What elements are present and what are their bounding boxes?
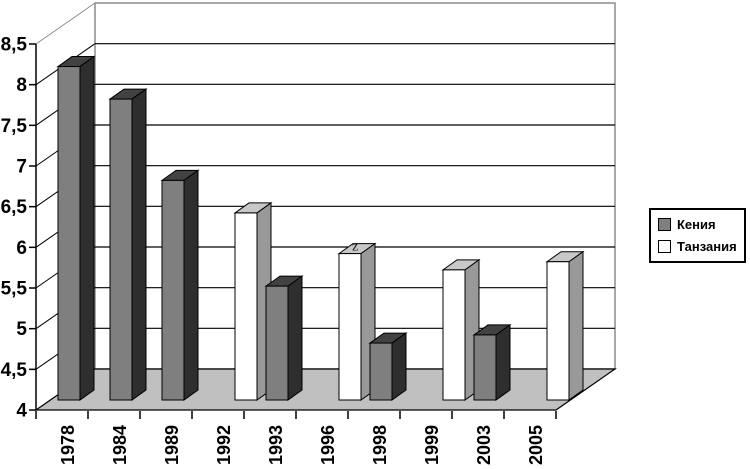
- y-tick-label: 5: [16, 319, 27, 340]
- y-tick-label: 4,5: [1, 360, 28, 381]
- bar-side-kenya-1989: [183, 169, 199, 401]
- x-tick-label: 1978: [58, 425, 78, 465]
- y-tick-label: 7,5: [1, 116, 28, 137]
- y-tick-label: 8: [16, 75, 27, 96]
- legend: Кения Танзания: [649, 208, 746, 263]
- legend-item-kenya: Кения: [658, 217, 744, 232]
- x-tick-label: 1998: [370, 425, 390, 465]
- y-tick-label: 6,5: [1, 197, 28, 218]
- bar-side-kenya-1978: [79, 55, 95, 401]
- bar-tanzania-1996: [338, 253, 362, 401]
- bar-kenya-1978: [57, 66, 81, 401]
- legend-label-kenya: Кения: [677, 217, 716, 232]
- legend-label-tanzania: Танзания: [677, 239, 737, 254]
- legend-item-tanzania: Танзания: [658, 239, 744, 254]
- y-tick-label: 8,5: [1, 35, 28, 56]
- x-tick-label: 1996: [318, 425, 338, 465]
- bar-kenya-1998: [369, 342, 393, 401]
- x-tick-label: 1999: [422, 425, 442, 465]
- x-tick-label: 2003: [474, 425, 494, 465]
- bar-side-tanzania-2005: [568, 250, 584, 401]
- bar-side-kenya-1984: [131, 88, 147, 401]
- x-tick-label: 1993: [266, 425, 286, 465]
- y-tick-label: 6: [16, 238, 27, 259]
- y-tick-label: 5,5: [1, 279, 28, 300]
- x-tick-label: 1992: [214, 425, 234, 465]
- bar-kenya-1984: [109, 98, 133, 401]
- bar-tanzania-1992: [234, 212, 258, 401]
- x-tick-label: 2005: [526, 425, 546, 465]
- bar-side-kenya-2003: [495, 323, 511, 401]
- x-tick-label: 1984: [110, 425, 130, 465]
- y-tick-label: 4: [16, 401, 27, 422]
- stray-annotation: z: [352, 240, 358, 255]
- y-tick-label: 7: [16, 157, 27, 178]
- bar-kenya-1993: [265, 285, 289, 401]
- depth-tick-line: [35, 2, 96, 45]
- x-tick-label: 1989: [162, 425, 182, 465]
- bar-tanzania-1999: [442, 269, 466, 401]
- bar-tanzania-2005: [546, 261, 570, 401]
- tanzania-swatch-icon: [658, 240, 671, 253]
- bar-side-kenya-1993: [287, 275, 303, 401]
- kenya-swatch-icon: [658, 218, 671, 231]
- bar-side-kenya-1998: [391, 332, 407, 401]
- bar-kenya-1989: [161, 179, 185, 401]
- bar-kenya-2003: [473, 334, 497, 401]
